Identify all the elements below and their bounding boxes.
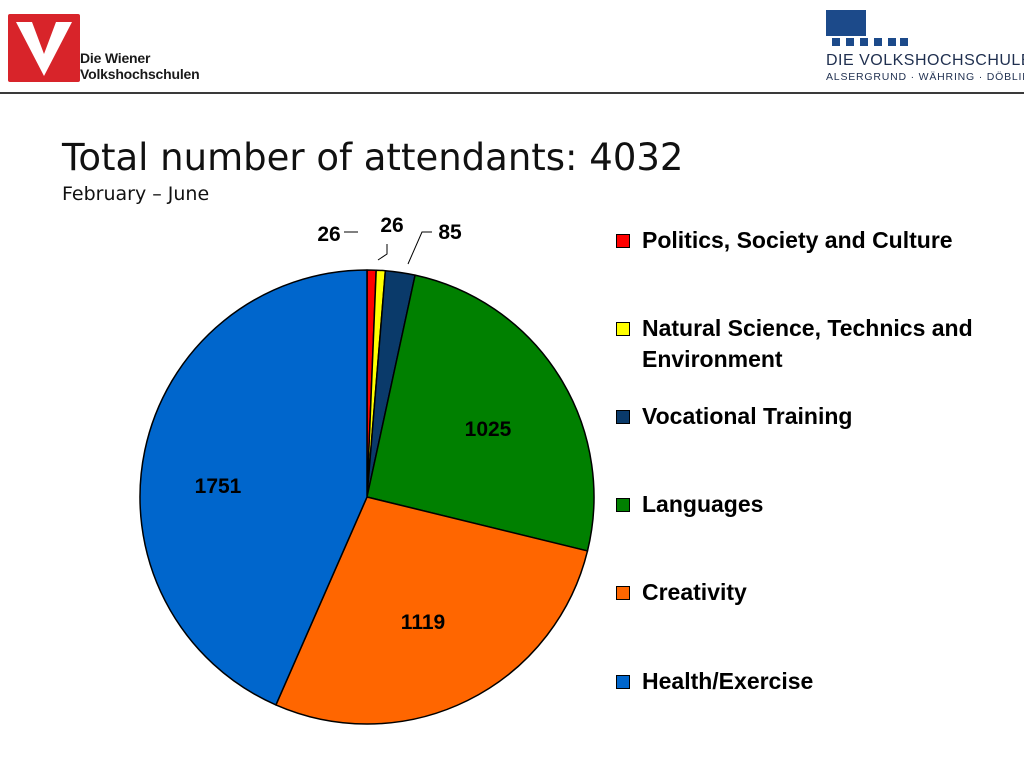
wiener-vhs-logo-text: Die Wiener Volkshochschulen: [80, 50, 200, 82]
volkshochschule-title: DIE VOLKSHOCHSCHULE: [826, 52, 1024, 69]
data-label-1: 26: [317, 223, 340, 246]
logo-text-line2: Volkshochschulen: [80, 66, 200, 82]
chart-subtitle: February – June: [62, 183, 210, 205]
volkshochschule-subtitle: ALSERGRUND · WÄHRING · DÖBLING: [826, 71, 1024, 83]
legend-swatch-2: [616, 322, 630, 336]
page-header: Die Wiener Volkshochschulen DIE VOLKSHOC…: [0, 0, 1024, 94]
legend-label-3: Vocational Training: [642, 403, 853, 429]
pie-slice-4: [366, 274, 595, 552]
legend-swatch-6: [616, 675, 630, 689]
legend-label-6: Health/Exercise: [642, 668, 814, 694]
wiener-vhs-logo-icon: [8, 14, 80, 82]
legend-swatch-1: [616, 234, 630, 248]
leader-line-3: [407, 231, 432, 265]
legend-swatch-4: [616, 498, 630, 512]
data-label-6: 1751: [195, 475, 242, 498]
legend-swatch-3: [616, 410, 630, 424]
logo-text-line1: Die Wiener: [80, 50, 151, 66]
legend-label-2: Natural Science, Technics and Environmen…: [642, 315, 973, 372]
data-label-2: 26: [380, 214, 403, 237]
legend-label-5: Creativity: [642, 579, 747, 605]
leader-line-2: [377, 244, 388, 261]
pie-slice-6: [139, 269, 368, 706]
data-label-4: 1025: [465, 418, 512, 441]
legend-label-1: Politics, Society and Culture: [642, 227, 953, 253]
legend-label-4: Languages: [642, 491, 764, 517]
data-label-3: 85: [438, 221, 462, 244]
header-divider: [0, 92, 1024, 94]
volkshochschule-mark-icon: [826, 10, 908, 46]
legend-swatch-5: [616, 586, 630, 600]
data-label-5: 1119: [401, 611, 445, 634]
chart-title: Total number of attendants: 4032: [62, 136, 684, 179]
pie-slice-5: [275, 496, 589, 725]
